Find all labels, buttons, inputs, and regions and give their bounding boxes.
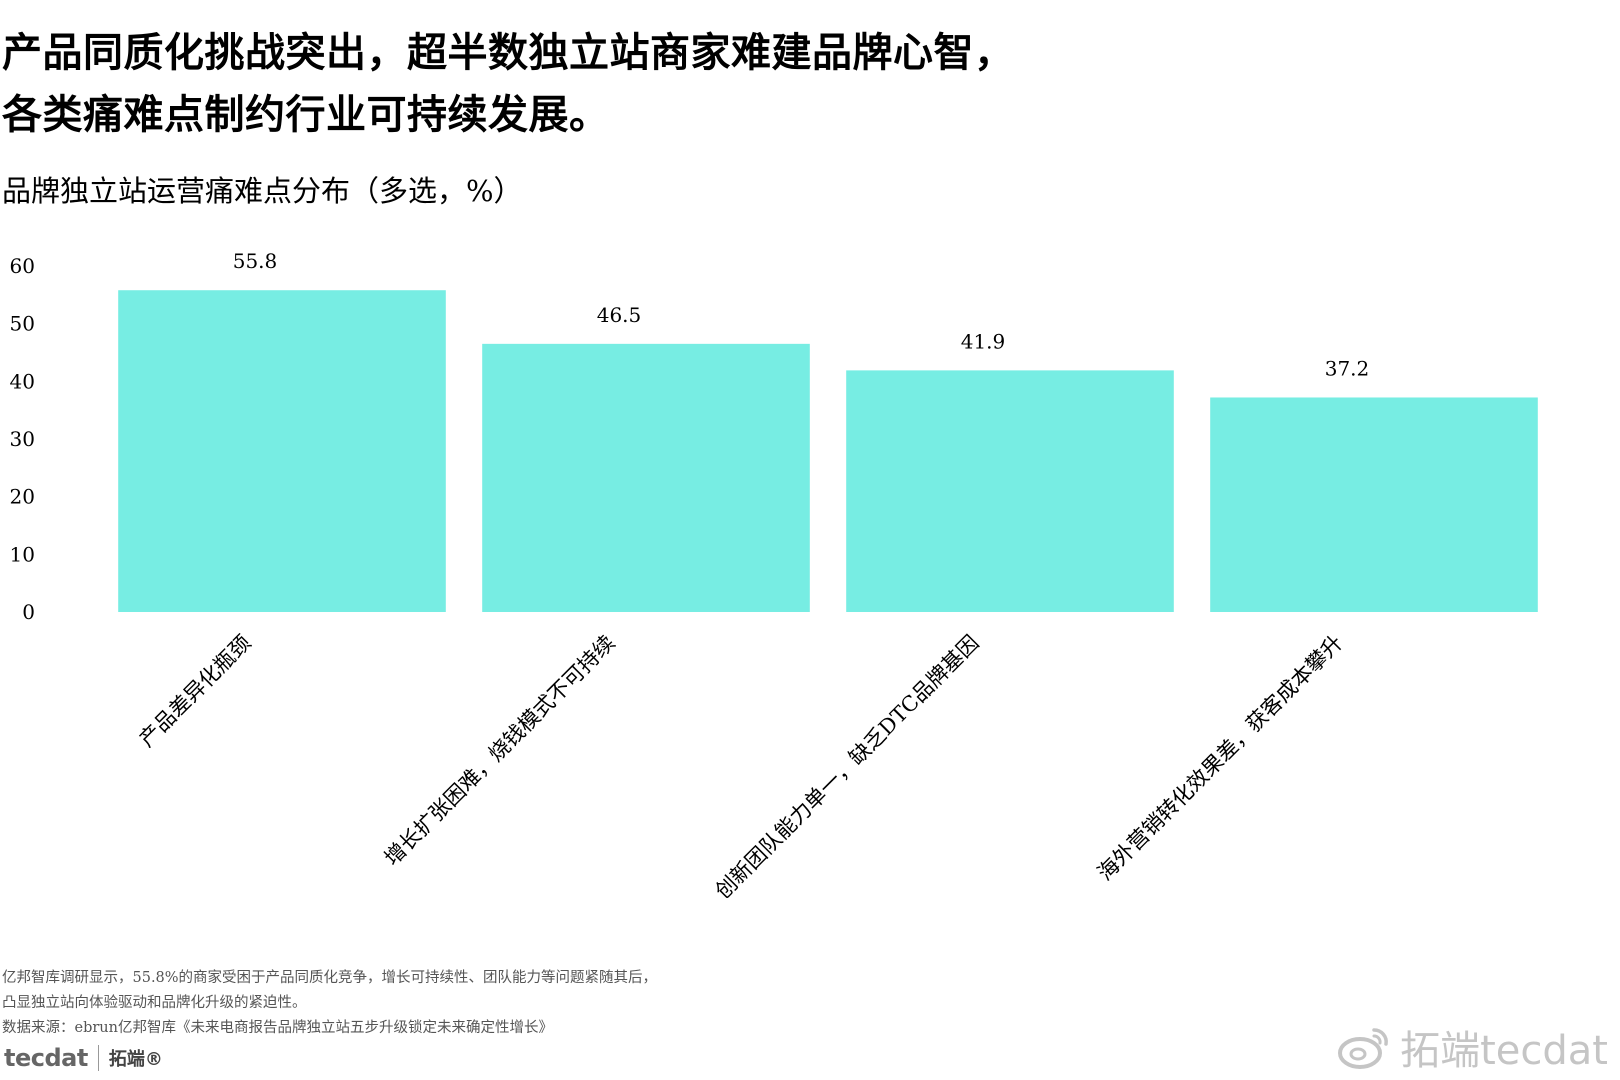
bar xyxy=(1210,397,1538,612)
x-tick-label: 产品差异化瓶颈 xyxy=(135,631,256,752)
headline: 产品同质化挑战突出，超半数独立站商家难建品牌心智， 各类痛难点制约行业可持续发展… xyxy=(2,22,1015,146)
chart-title: 品牌独立站运营痛难点分布（多选，%） xyxy=(2,174,523,208)
bar-series xyxy=(118,290,1538,612)
headline-line-1: 产品同质化挑战突出，超半数独立站商家难建品牌心智， xyxy=(2,30,1015,76)
headline-line-2: 各类痛难点制约行业可持续发展。 xyxy=(2,92,610,138)
data-label: 46.5 xyxy=(597,303,642,327)
data-label: 55.8 xyxy=(233,250,278,273)
footnote-line-2: 凸显独立站向体验驱动和品牌化升级的紧迫性。 xyxy=(2,995,307,1011)
watermark-text: 拓端tecdat xyxy=(1400,1028,1608,1074)
bar xyxy=(118,290,446,612)
data-label: 41.9 xyxy=(961,329,1006,353)
watermark: 拓端tecdat xyxy=(1336,1018,1608,1076)
y-tick-label: 40 xyxy=(10,369,35,393)
bar xyxy=(482,343,810,612)
y-tick-label: 60 xyxy=(10,254,35,278)
footnote-line-1: 亿邦智库调研显示，55.8%的商家受困于产品同质化竞争，增长可持续性、团队能力等… xyxy=(2,970,658,986)
y-tick-label: 0 xyxy=(22,600,35,624)
brand-logo-cn: 拓端® xyxy=(108,1049,163,1070)
footnote: 亿邦智库调研显示，55.8%的商家受困于产品同质化竞争，增长可持续性、团队能力等… xyxy=(2,966,657,1041)
bar xyxy=(846,370,1174,612)
weibo-icon xyxy=(1338,1028,1389,1069)
brand-logo: tecdat 拓端® xyxy=(4,1040,163,1076)
source-note: 数据来源：ebrun亿邦智库《未来电商报告品牌独立站五步升级锁定未来确定性增长》 xyxy=(2,1020,553,1036)
y-tick-label: 50 xyxy=(10,312,35,336)
x-tick-label: 创新团队能力单一，缺乏DTC品牌基因 xyxy=(711,631,984,904)
brand-logo-mark: tecdat xyxy=(4,1044,88,1072)
x-tick-label: 增长扩张困难，烧钱模式不可持续 xyxy=(380,631,620,871)
brand-logo-divider xyxy=(97,1045,99,1071)
y-tick-label: 30 xyxy=(10,427,35,451)
data-label: 37.2 xyxy=(1325,356,1370,380)
x-tick-label: 海外营销转化效果差，获客成本攀升 xyxy=(1093,631,1348,886)
value-labels: 55.8 46.5 41.9 37.2 xyxy=(233,250,1370,380)
y-axis: 0 10 20 30 40 50 60 xyxy=(10,254,35,624)
bar-chart: 0 10 20 30 40 50 60 55.8 46.5 41.9 37.2 产品差异化瓶颈 增长… xyxy=(10,250,1538,904)
y-tick-label: 10 xyxy=(10,542,35,566)
x-axis: 产品差异化瓶颈 增长扩张困难，烧钱模式不可持续 创新团队能力单一，缺乏DTC品牌基因… xyxy=(135,631,1348,904)
y-tick-label: 20 xyxy=(10,485,35,509)
